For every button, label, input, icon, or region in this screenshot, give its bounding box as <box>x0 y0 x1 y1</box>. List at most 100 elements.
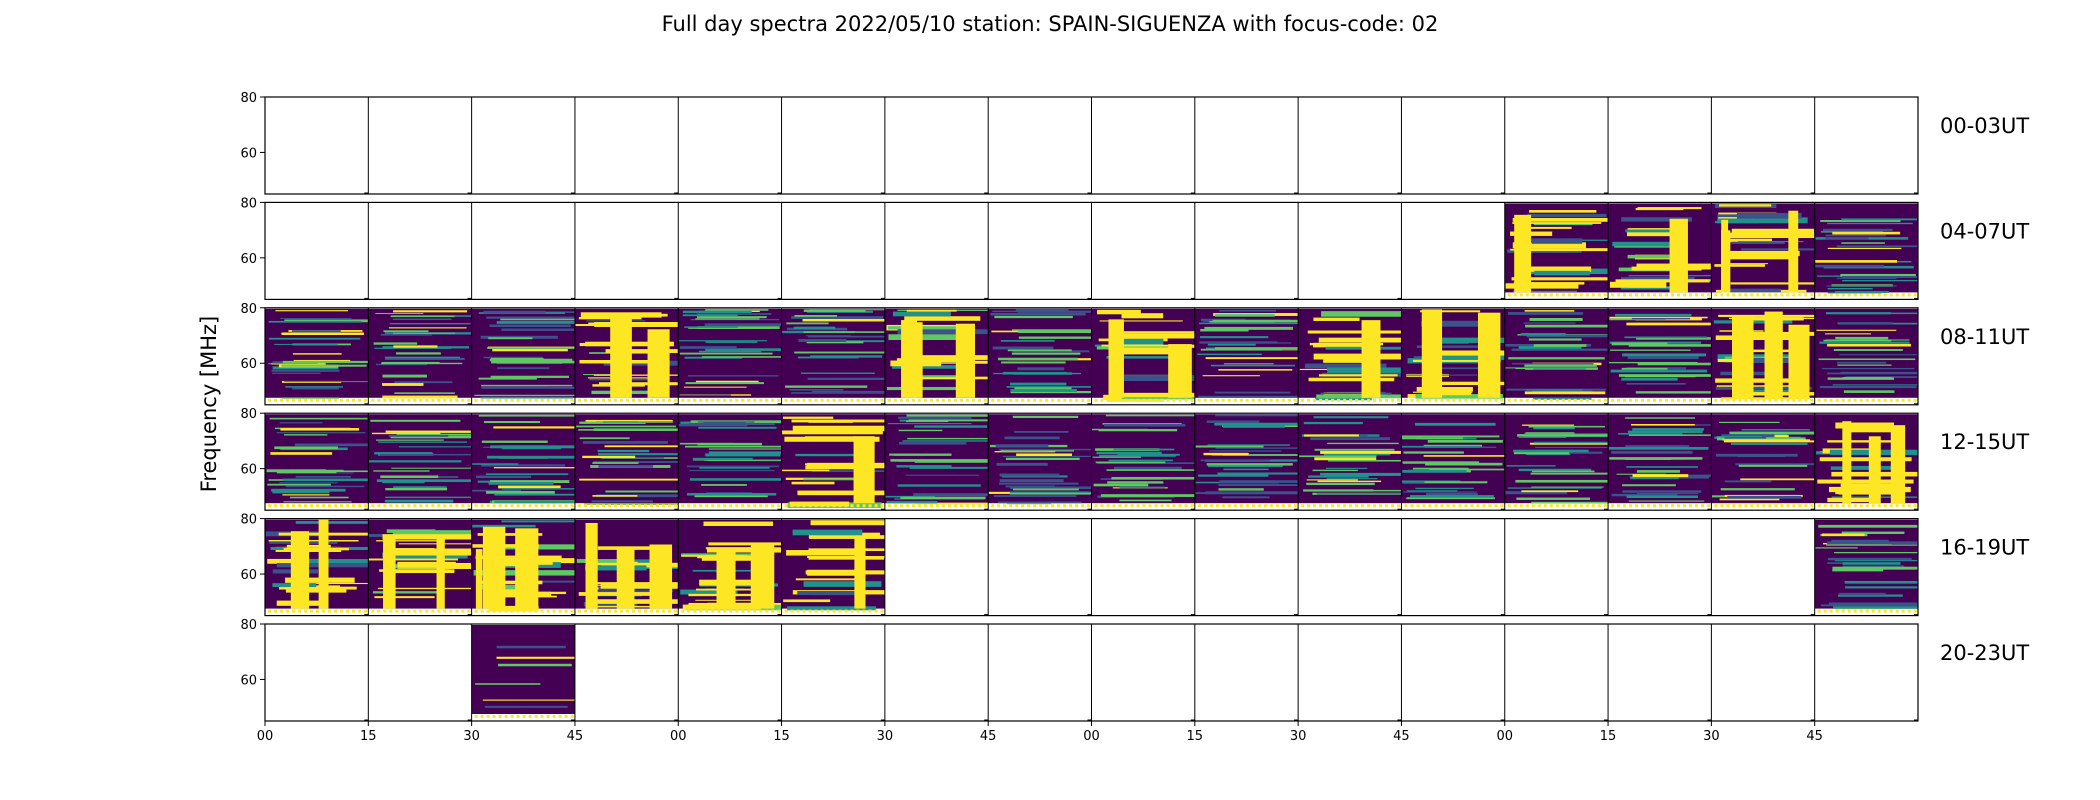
y-tick-label: 60 <box>240 463 257 478</box>
y-tick-label: 60 <box>240 252 257 267</box>
spectrum-panel <box>677 307 782 405</box>
spectrum-panel <box>264 202 369 300</box>
spectrum-panel <box>1814 518 1918 616</box>
spectrum-panel <box>781 413 885 511</box>
spectrum-panel <box>1194 97 1299 194</box>
spectrum-panel <box>884 307 989 405</box>
spectrum-panel <box>264 307 369 405</box>
spectrum-panel <box>884 624 989 721</box>
spectrum-panel <box>1814 202 1918 300</box>
spectrum-panel <box>1814 97 1918 194</box>
spectrum-panel <box>677 624 782 721</box>
spectrum-panel <box>471 413 575 511</box>
y-tick-label: 80 <box>240 91 257 106</box>
x-tick-label: 30 <box>877 729 894 744</box>
spectrum-panel <box>781 624 885 721</box>
spectrum-panel <box>781 518 885 616</box>
spectrum-panel <box>471 202 575 300</box>
spectrum-panel <box>987 518 1092 616</box>
spectrum-panel <box>1194 307 1299 405</box>
spectrum-panel <box>1091 518 1195 616</box>
spectrum-panel <box>1400 202 1505 300</box>
spectrum-panel <box>1814 624 1918 721</box>
spectrum-panel <box>884 413 989 511</box>
spectrum-panel <box>677 518 782 616</box>
spectrum-panel <box>1091 413 1195 511</box>
spectrum-panel <box>574 202 679 300</box>
x-tick-label: 15 <box>773 729 790 744</box>
panel-frame <box>264 307 1919 406</box>
spectrum-panel <box>367 413 472 511</box>
y-tick-label: 80 <box>240 618 257 633</box>
spectrum-panel <box>987 97 1092 194</box>
spectrum-panel <box>367 307 472 405</box>
spectrum-panel <box>1091 307 1195 405</box>
row-label: 04-07UT <box>1940 219 2029 243</box>
x-tick-label: 30 <box>1703 729 1720 744</box>
y-tick-label: 60 <box>240 673 257 688</box>
x-tick-label: 45 <box>567 729 584 744</box>
chart-title: Full day spectra 2022/05/10 station: SPA… <box>662 12 1439 36</box>
spectrum-panel <box>781 307 885 405</box>
x-tick-label: 15 <box>1187 729 1204 744</box>
spectrum-panel <box>574 413 679 511</box>
panel-frame <box>264 201 1919 300</box>
x-tick-label: 00 <box>1083 729 1100 744</box>
spectrum-panel <box>264 518 369 616</box>
spectrum-panel <box>1710 202 1815 300</box>
spectrum-panel <box>264 624 369 721</box>
spectrum-panel <box>1607 97 1712 194</box>
spectrum-panel <box>1504 202 1609 300</box>
spectrum-panel <box>1297 624 1402 721</box>
spectrum-panel <box>987 624 1092 721</box>
spectrum-panel <box>367 202 472 300</box>
spectrum-panel <box>1607 518 1712 616</box>
spectrum-panel <box>884 518 989 616</box>
spectrum-panel <box>1607 202 1712 300</box>
x-tick-label: 45 <box>1393 729 1410 744</box>
spectrum-panel <box>1091 202 1195 300</box>
spectrum-panel <box>1710 624 1815 721</box>
spectra-row: 80 60 00-03UT <box>240 91 2029 195</box>
spectrum-panel <box>471 518 575 616</box>
spectrum-panel <box>1710 307 1815 405</box>
spectrum-panel <box>1400 624 1505 721</box>
y-tick-label: 60 <box>240 357 257 372</box>
row-label: 16-19UT <box>1940 536 2029 560</box>
spectrum-panel <box>1297 518 1402 616</box>
spectrum-panel <box>677 97 782 194</box>
spectrum-panel <box>987 307 1092 405</box>
spectra-rows: 80 60 00-03UT 80 60 04-07UT 80 60 08-11UT 80 60 12-… <box>240 91 2029 722</box>
spectrum-panel <box>677 202 782 300</box>
spectrum-panel <box>1297 307 1402 405</box>
spectrum-panel <box>1504 307 1609 405</box>
spectrum-panel <box>1504 624 1609 721</box>
spectrum-panel <box>1194 518 1299 616</box>
spectrum-panel <box>1710 97 1815 194</box>
spectrum-panel <box>781 97 885 194</box>
spectrum-panel <box>1400 413 1505 511</box>
spectrum-panel <box>1194 624 1299 721</box>
panel-frame <box>264 517 1919 617</box>
x-axis: 00 15 30 45 00 15 30 45 00 15 30 45 00 15 30 45 <box>257 721 1823 744</box>
row-label: 12-15UT <box>1940 430 2029 454</box>
y-tick-label: 80 <box>240 513 257 528</box>
x-tick-label: 15 <box>360 729 377 744</box>
spectrum-panel <box>574 307 679 405</box>
spectrum-panel <box>1297 202 1402 300</box>
spectrum-panel <box>884 202 989 300</box>
y-axis-label: Frequency [MHz] <box>197 316 221 492</box>
x-tick-label: 00 <box>670 729 687 744</box>
spectra-row: 80 60 16-19UT <box>240 513 2029 617</box>
spectrum-panel <box>471 97 575 194</box>
x-tick-label: 30 <box>463 729 480 744</box>
spectrum-panel <box>987 202 1092 300</box>
spectrum-panel <box>1091 624 1195 721</box>
spectrum-panel <box>367 518 472 616</box>
row-label: 08-11UT <box>1940 325 2029 349</box>
spectrum-panel <box>574 518 679 616</box>
x-tick-label: 00 <box>257 729 274 744</box>
spectrum-panel <box>1710 518 1815 616</box>
spectrum-panel <box>574 97 679 194</box>
